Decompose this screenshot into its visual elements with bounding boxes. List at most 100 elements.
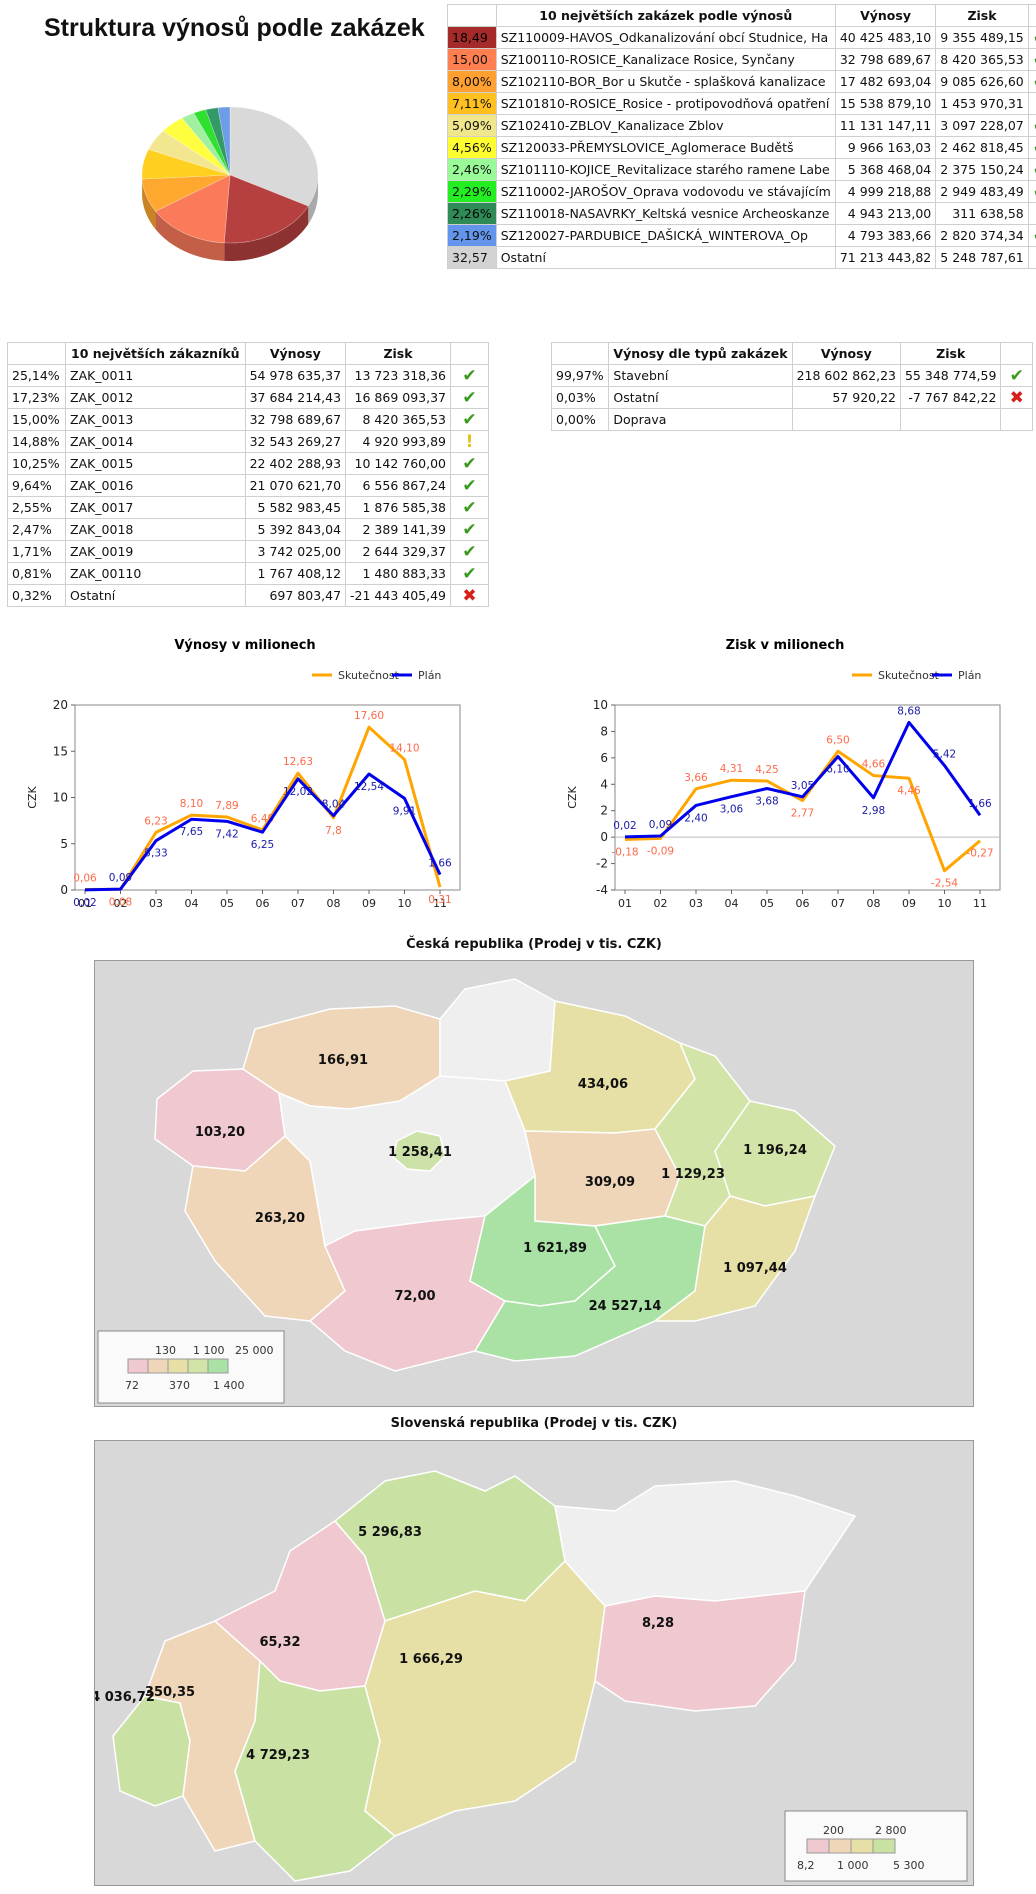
row-revenue: 1 767 408,12 [244, 562, 347, 585]
legend-entry: Plán [418, 669, 441, 682]
row-name: Stavební [608, 364, 793, 387]
x-tick-label: 03 [689, 897, 703, 910]
table-row: 15,00 SZ100110-ROSICE_Kanalizace Rosice, … [447, 48, 1036, 71]
pie-slice [141, 174, 231, 212]
region-value-jihocesky: 72,00 [394, 1289, 435, 1304]
row-percent: 2,47% [7, 518, 66, 541]
x-tick-label: 01 [78, 897, 92, 910]
x-tick-label: 06 [796, 897, 810, 910]
data-label: 6,10 [826, 764, 849, 776]
pie-slice-side [142, 179, 156, 230]
y-tick-label: 5 [60, 837, 68, 851]
x-tick-label: 01 [618, 897, 632, 910]
x-tick-label: 08 [327, 897, 341, 910]
data-label: 3,06 [720, 804, 744, 816]
x-tick-label: 06 [256, 897, 270, 910]
table-row: 2,46% SZ101110-KOJICE_Revitalizace staréh… [447, 158, 1036, 181]
check-icon: ✔ [1033, 183, 1036, 201]
y-axis-label: CZK [566, 786, 579, 809]
region-praha [392, 1130, 446, 1172]
row-name: SZ101110-KOJICE_Revitalizace starého ram… [495, 158, 836, 181]
row-revenue: 32 798 689,67 [244, 408, 347, 431]
row-percent: 10,25% [7, 452, 66, 475]
row-profit: -21 443 405,49 [345, 584, 451, 607]
y-tick-label: -4 [596, 883, 608, 897]
data-label: 8,04 [322, 799, 346, 811]
region-zlinsky [652, 1195, 817, 1322]
x-tick-label: 07 [291, 897, 305, 910]
pie-slice [141, 148, 231, 180]
region-kosicky [594, 1590, 806, 1712]
region-value-bratislavsky: 4 036,72 [95, 1690, 155, 1705]
top-customers-table: 10 největších zákazníků Výnosy Zisk 25,1… [7, 342, 489, 607]
x-tick-label: 03 [149, 897, 163, 910]
row-profit: 10 142 760,00 [345, 452, 451, 475]
pie-slice [181, 112, 231, 176]
column-header-name: 10 největších zakázek podle výnosů [495, 4, 836, 27]
table-row: 2,29% SZ110002-JAROŠOV_Oprava vodovodu ve… [447, 180, 1036, 203]
row-name: SZ120027-PARDUBICE_DAŠICKÁ_WINTEROVA_Op [495, 224, 836, 247]
row-revenue [791, 408, 901, 431]
data-label: 0,09 [649, 819, 672, 831]
x-tick-label: 07 [831, 897, 845, 910]
check-icon: ✔ [462, 475, 477, 496]
y-tick-label: 10 [593, 698, 608, 712]
row-profit: 1 480 883,33 [345, 562, 451, 585]
check-icon: ✔ [1033, 29, 1036, 47]
row-name: ZAK_0012 [65, 386, 246, 409]
data-label: 1,66 [968, 798, 992, 810]
row-revenue: 11 131 147,11 [834, 114, 937, 137]
series-line-actual [624, 749, 981, 873]
row-revenue: 697 803,47 [244, 584, 347, 607]
y-tick-label: 8 [600, 724, 608, 738]
legend-label: 25 000 [235, 1344, 274, 1357]
legend-entry: Skutečnost [338, 669, 400, 682]
order-types-table: Výnosy dle typů zakázek Výnosy Zisk 99,9… [550, 342, 1033, 431]
table-row: 10,25% ZAK_0015 22 402 288,93 10 142 760,00… [7, 452, 489, 475]
y-tick-label: -2 [596, 857, 608, 871]
row-revenue: 5 582 983,45 [244, 496, 347, 519]
data-label: 1,66 [428, 858, 452, 870]
x-tick-label: 11 [433, 897, 447, 910]
row-revenue: 71 213 443,82 [834, 246, 937, 269]
data-label: 14,10 [389, 743, 419, 755]
row-name: ZAK_0013 [65, 408, 246, 431]
data-label: 0,02 [73, 897, 96, 909]
x-tick-label: 05 [760, 897, 774, 910]
column-header-revenue: Výnosy [834, 4, 937, 27]
y-tick-label: 2 [600, 804, 608, 818]
x-tick-label: 05 [220, 897, 234, 910]
legend-swatch [806, 1838, 830, 1854]
row-revenue: 57 920,22 [791, 386, 901, 409]
row-name: SZ100110-ROSICE_Kanalizace Rosice, Synča… [495, 48, 836, 71]
data-label: 4,66 [862, 759, 886, 771]
row-revenue: 4 793 383,66 [834, 224, 937, 247]
row-percent: 0,03% [550, 386, 610, 409]
data-label: 8,10 [180, 798, 203, 810]
data-label: -2,54 [931, 878, 958, 890]
column-header-profit: Zisk [345, 342, 451, 365]
check-icon: ✔ [462, 453, 477, 474]
region-value-trenciansky: 65,32 [259, 1635, 300, 1650]
x-tick-label: 10 [938, 897, 952, 910]
legend-entry: Plán [958, 669, 981, 682]
data-label: 0,02 [613, 820, 636, 832]
table-row: 7,11% SZ101810-ROSICE_Rosice - protipovod… [447, 92, 1036, 115]
table-row: 99,97% Stavební 218 602 862,23 55 348 774,5… [550, 364, 1033, 387]
legend-swatch [167, 1358, 189, 1374]
row-percent: 32,57 [447, 246, 497, 269]
data-label: -0,27 [966, 848, 993, 860]
row-profit: -7 767 842,22 [899, 386, 1002, 409]
x-tick-label: 04 [185, 897, 199, 910]
row-profit: 2 949 483,49 [935, 180, 1029, 203]
row-profit: 8 420 365,53 [935, 48, 1029, 71]
row-percent: 0,00% [550, 408, 610, 431]
data-label: 3,05 [791, 780, 814, 792]
row-revenue: 4 999 218,88 [834, 180, 937, 203]
check-icon: ✔ [462, 387, 477, 408]
y-tick-label: 10 [53, 791, 68, 805]
y-tick-label: 0 [60, 883, 68, 897]
legend-swatch [127, 1358, 149, 1374]
row-percent: 99,97% [550, 364, 610, 387]
column-header-name: 10 největších zákazníků [65, 342, 246, 365]
